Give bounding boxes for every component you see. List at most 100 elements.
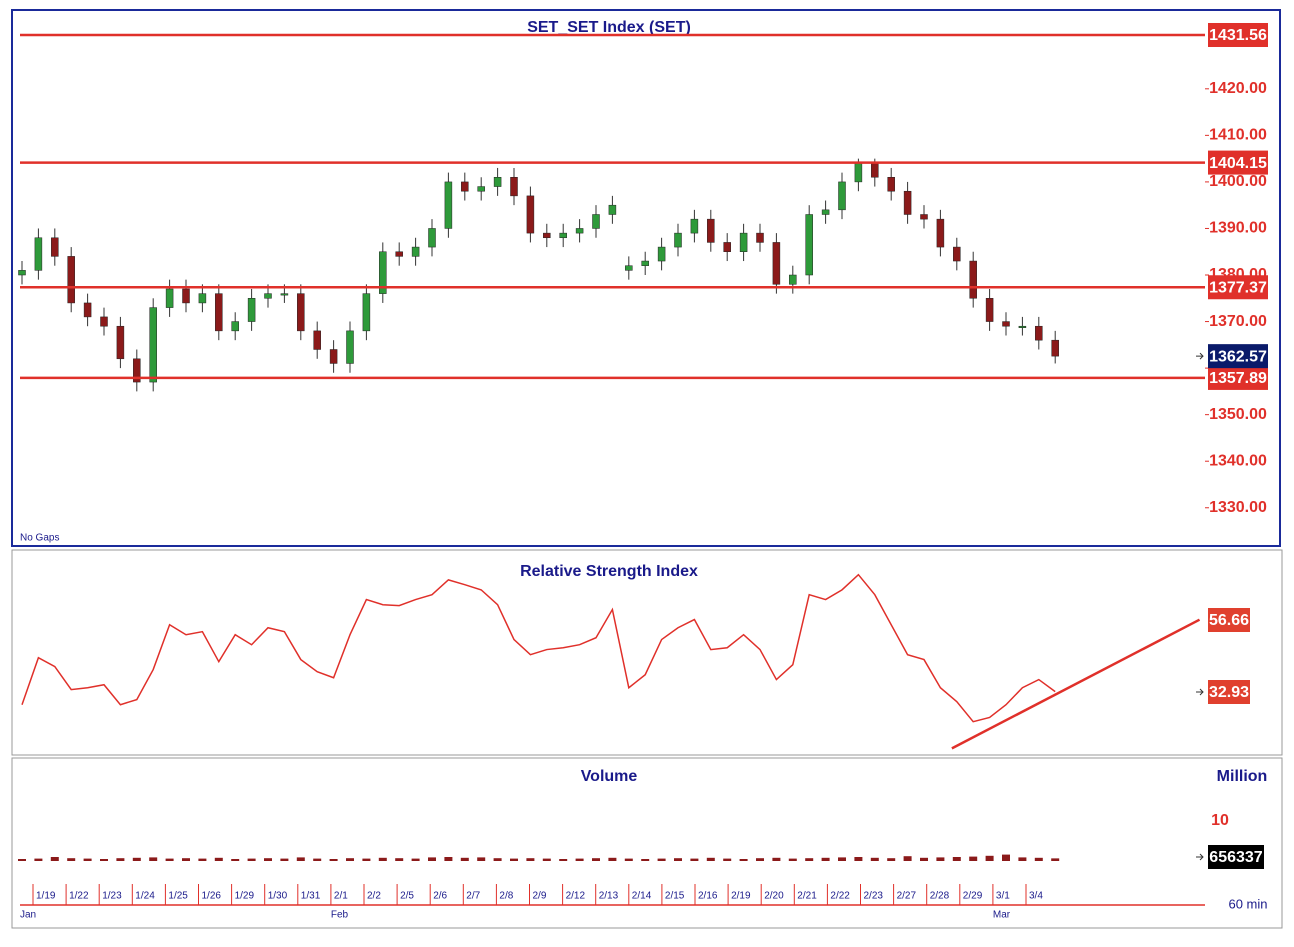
candle-body [592,214,600,229]
x-tick-label: 2/19 [731,891,751,902]
volume-bar [296,857,305,861]
month-label: Mar [993,910,1011,921]
volume-current: 656337 [1209,849,1262,866]
candle-body [83,302,92,318]
level-label: 1431.56 [1209,27,1267,44]
volume-bar [870,857,879,861]
y-tick-label: 1420.00 [1209,80,1267,97]
x-tick-label: 1/26 [202,891,222,902]
candle-body [625,265,633,271]
volume-bar [1034,857,1043,861]
candle-body [198,293,207,304]
x-tick-label: 2/16 [698,891,718,902]
volume-bar [149,857,158,861]
volume-bar [838,857,846,861]
volume-bar [313,858,322,861]
candle-body [379,251,387,294]
x-tick-label: 3/4 [1029,891,1043,902]
candle-body [657,246,666,262]
x-tick-label: 2/27 [897,891,917,902]
volume-bar [936,857,945,861]
volume-title: Volume [581,768,638,785]
volume-bar [378,857,387,861]
x-tick-label: 2/9 [533,891,547,902]
volume-bar [903,856,912,861]
candle-body [887,177,895,192]
candle-body [871,163,879,178]
level-label-box [1208,22,1268,47]
x-tick-label: 2/20 [764,891,784,902]
volume-bar [231,859,240,861]
volume-bar [247,858,256,861]
rsi-current: 32.93 [1209,684,1249,701]
candle-body [821,209,830,215]
volume-bar [34,858,43,861]
candle-body [789,274,797,285]
volume-bar [592,858,600,861]
volume-bar [788,858,797,861]
candle-body [313,330,321,350]
volume-unit: Million [1217,768,1268,785]
x-tick-label: 1/19 [36,891,56,902]
volume-bar [510,858,518,861]
arrow [1196,352,1204,360]
volume-bar [1018,857,1027,861]
x-tick-label: 2/15 [665,891,685,902]
volume-bar [575,858,584,861]
volume-bar [1002,854,1010,861]
volume-bar [821,857,830,861]
candle-body [493,177,502,187]
y-tick-label: 1350.00 [1209,406,1267,423]
candle-body [18,270,26,276]
arrow [1196,853,1204,861]
volume-bar [559,859,568,861]
volume-bar [493,858,502,861]
candle-body [969,260,977,299]
candle-body [34,237,43,271]
y-tick-label: 1410.00 [1209,127,1267,144]
candle-body [116,325,125,360]
arrow [1196,688,1204,696]
current-price: 1362.57 [1209,348,1267,365]
candle-body [100,316,108,327]
volume-bar [395,858,404,861]
x-tick-label: 2/5 [400,891,414,902]
volume-bar [542,858,551,861]
candle-body [608,204,617,215]
rsi-line [21,573,1056,723]
level-label-box [1208,275,1268,300]
rsi-panel [11,549,1283,756]
month-label: Feb [331,910,349,921]
volume-bar [985,855,994,861]
x-tick-label: 2/22 [830,891,850,902]
x-tick-label: 2/8 [499,891,513,902]
trendline-label: 56.66 [1209,612,1249,629]
candle-body [477,186,485,192]
volume-bar [772,857,781,861]
x-tick-label: 2/21 [797,891,817,902]
candle-body [67,256,75,304]
candle-body [1018,325,1027,328]
x-tick-label: 1/24 [135,891,155,902]
volume-bar [608,857,617,861]
x-tick-label: 2/6 [433,891,447,902]
volume-current-box [1208,845,1264,869]
candle-body [1035,325,1043,341]
volume-bar [100,859,108,861]
x-tick-label: 2/29 [963,891,983,902]
candle-body [510,177,518,197]
candle-body [575,228,584,234]
volume-bar [264,858,272,861]
y-tick-label: 1400.00 [1209,173,1267,190]
x-tick-label: 1/25 [168,891,188,902]
level-label-box [1208,365,1268,390]
candle-body [1051,339,1059,357]
note: No Gaps [20,533,59,544]
price-title: SET_SET Index (SET) [527,19,691,36]
volume-bar [739,859,748,861]
candle-body [953,246,961,262]
volume-bar [165,858,174,861]
x-tick-label: 1/29 [235,891,255,902]
x-tick-label: 3/1 [996,891,1010,902]
